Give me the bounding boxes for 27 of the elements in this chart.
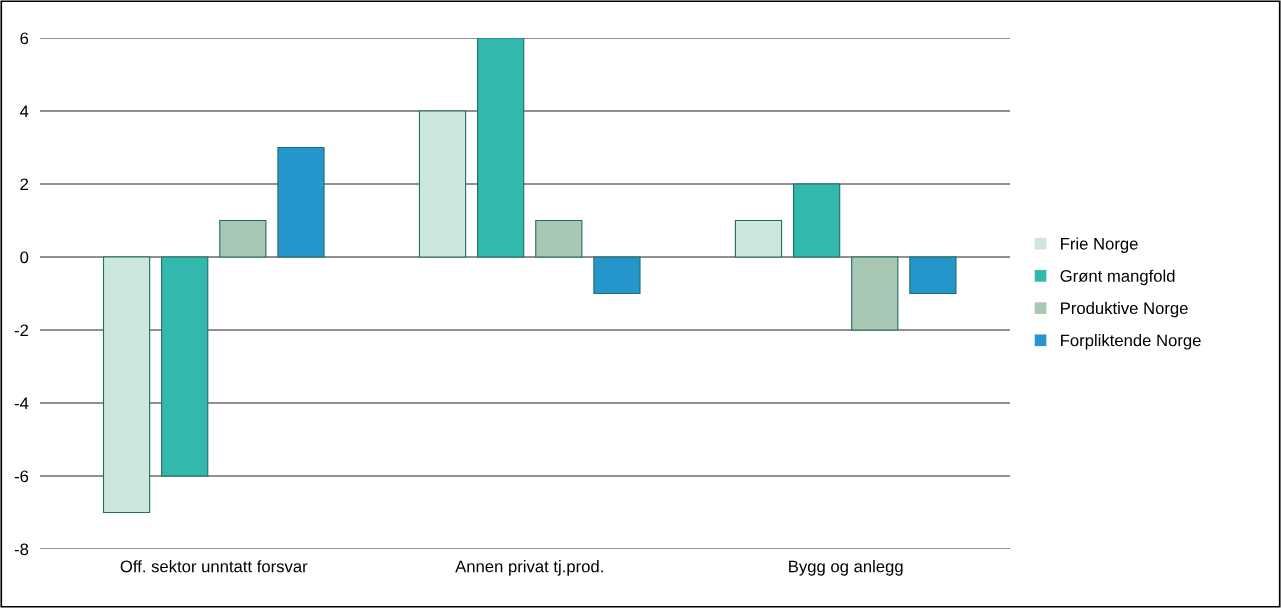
- y-tick-label: 6: [20, 32, 29, 45]
- bar: [593, 256, 641, 295]
- y-tick-label: 0: [20, 251, 29, 264]
- bar: [851, 256, 899, 331]
- legend-label: Produktive Norge: [1061, 301, 1188, 318]
- bar: [535, 219, 583, 258]
- y-tick-label: -6: [14, 470, 29, 483]
- x-tick-label: Off. sektor unntatt forsvar: [120, 560, 308, 573]
- x-tick-label: Annen privat tj.prod.: [455, 560, 603, 576]
- bar: [219, 219, 267, 258]
- y-tick-label: 4: [20, 105, 29, 118]
- legend-label: Grønt mangfold: [1060, 269, 1175, 286]
- bar: [277, 146, 325, 258]
- legend-label: Frie Norge: [1061, 237, 1138, 253]
- bar: [102, 256, 151, 514]
- y-tick-label: -2: [14, 324, 29, 337]
- bar: [909, 256, 957, 295]
- bar: [161, 256, 209, 477]
- y-tick-label: -8: [14, 543, 29, 556]
- bar: [793, 183, 841, 258]
- legend-label: Forpliktende Norge: [1061, 334, 1201, 350]
- y-tick-label: -4: [14, 397, 29, 410]
- bar: [477, 38, 525, 258]
- y-tick-label: 2: [20, 178, 29, 191]
- bar: [418, 110, 467, 258]
- x-tick-label: Bygg og anlegg: [789, 560, 903, 576]
- bar: [734, 219, 783, 258]
